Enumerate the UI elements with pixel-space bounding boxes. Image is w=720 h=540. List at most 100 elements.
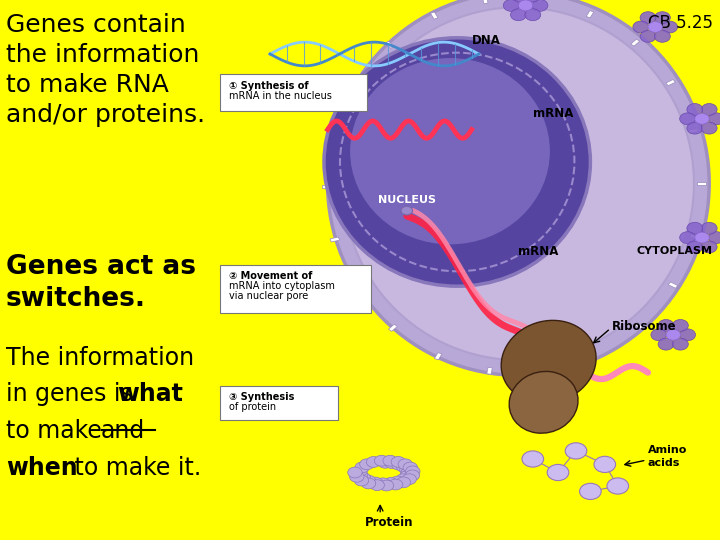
Circle shape xyxy=(672,320,688,332)
Circle shape xyxy=(522,451,544,467)
Circle shape xyxy=(350,471,364,482)
Circle shape xyxy=(353,465,367,476)
Circle shape xyxy=(385,458,400,469)
Text: mRNA into cytoplasm: mRNA into cytoplasm xyxy=(229,281,335,292)
Ellipse shape xyxy=(343,7,694,360)
Circle shape xyxy=(701,122,717,134)
Circle shape xyxy=(708,232,720,244)
Circle shape xyxy=(640,12,656,24)
Ellipse shape xyxy=(509,372,578,433)
Circle shape xyxy=(680,113,696,125)
Text: The information: The information xyxy=(6,346,194,369)
Text: to make: to make xyxy=(6,419,109,443)
Circle shape xyxy=(390,476,405,487)
FancyBboxPatch shape xyxy=(220,74,367,111)
Circle shape xyxy=(376,478,390,489)
Bar xyxy=(434,353,442,360)
Bar xyxy=(330,237,340,242)
Circle shape xyxy=(680,329,696,341)
Circle shape xyxy=(695,113,709,124)
Text: Genes contain
the information
to make RNA
and/or proteins.: Genes contain the information to make RN… xyxy=(6,14,205,126)
Text: when: when xyxy=(6,456,77,480)
Text: mRNA: mRNA xyxy=(533,107,573,120)
Bar xyxy=(329,132,338,137)
Text: what: what xyxy=(117,382,183,406)
Circle shape xyxy=(405,466,420,477)
Circle shape xyxy=(397,461,411,472)
Circle shape xyxy=(388,479,402,490)
Circle shape xyxy=(400,464,414,475)
Circle shape xyxy=(401,206,413,215)
Bar xyxy=(487,367,492,374)
Circle shape xyxy=(361,478,376,489)
Text: Genes act as
switches.: Genes act as switches. xyxy=(6,254,196,312)
Circle shape xyxy=(672,338,688,350)
Circle shape xyxy=(400,471,414,482)
Text: of protein: of protein xyxy=(229,402,276,412)
Circle shape xyxy=(594,456,616,472)
Bar xyxy=(540,367,546,374)
Bar xyxy=(631,39,639,46)
Circle shape xyxy=(518,0,533,11)
Circle shape xyxy=(396,477,410,488)
Bar xyxy=(668,282,678,288)
Circle shape xyxy=(687,241,703,253)
Circle shape xyxy=(680,232,696,244)
Circle shape xyxy=(633,21,649,33)
Bar xyxy=(688,129,698,133)
Circle shape xyxy=(354,469,368,480)
Circle shape xyxy=(356,472,371,483)
Circle shape xyxy=(379,480,394,491)
Circle shape xyxy=(648,22,662,32)
Circle shape xyxy=(708,113,720,125)
Circle shape xyxy=(348,467,362,478)
Bar xyxy=(697,182,706,185)
Circle shape xyxy=(368,477,382,488)
Bar xyxy=(323,185,331,188)
Circle shape xyxy=(654,12,670,24)
Circle shape xyxy=(355,462,369,472)
Text: Protein: Protein xyxy=(364,516,413,529)
Text: via nuclear pore: via nuclear pore xyxy=(229,291,308,301)
Circle shape xyxy=(662,21,678,33)
Text: in genes is: in genes is xyxy=(6,382,140,406)
Circle shape xyxy=(525,9,541,21)
Circle shape xyxy=(383,455,397,466)
Text: NUCLEUS: NUCLEUS xyxy=(378,195,436,205)
Text: and: and xyxy=(101,419,145,443)
Bar xyxy=(431,12,438,19)
Ellipse shape xyxy=(324,38,590,286)
Circle shape xyxy=(687,222,703,234)
Circle shape xyxy=(510,9,526,21)
Text: CYTOPLASM: CYTOPLASM xyxy=(636,246,713,256)
Bar xyxy=(690,234,699,239)
Circle shape xyxy=(403,462,418,473)
Circle shape xyxy=(687,122,703,134)
Text: ① Synthesis of: ① Synthesis of xyxy=(229,81,309,91)
Text: mRNA in the nucleus: mRNA in the nucleus xyxy=(229,91,332,101)
Ellipse shape xyxy=(350,58,550,244)
Bar xyxy=(666,79,675,86)
Circle shape xyxy=(687,104,703,116)
Bar xyxy=(482,0,488,4)
Circle shape xyxy=(510,0,526,2)
Text: CB 5.25: CB 5.25 xyxy=(648,14,713,31)
Circle shape xyxy=(374,455,389,466)
Circle shape xyxy=(654,30,670,42)
Circle shape xyxy=(695,232,709,243)
Circle shape xyxy=(532,0,548,11)
Circle shape xyxy=(402,474,416,484)
Circle shape xyxy=(658,320,674,332)
Bar xyxy=(389,325,397,332)
FancyBboxPatch shape xyxy=(220,265,371,313)
Text: DNA: DNA xyxy=(472,34,500,47)
Circle shape xyxy=(503,0,519,11)
Text: to make it.: to make it. xyxy=(67,456,201,480)
Circle shape xyxy=(701,222,717,234)
Circle shape xyxy=(651,329,667,341)
Circle shape xyxy=(580,483,601,500)
Circle shape xyxy=(701,104,717,116)
Circle shape xyxy=(658,338,674,350)
Text: Ribosome: Ribosome xyxy=(612,320,677,333)
Circle shape xyxy=(370,480,384,490)
